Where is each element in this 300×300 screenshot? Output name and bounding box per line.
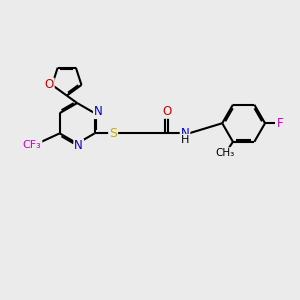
Text: F: F bbox=[277, 117, 283, 130]
Text: S: S bbox=[109, 127, 117, 140]
Text: O: O bbox=[44, 78, 54, 92]
Text: N: N bbox=[74, 139, 83, 152]
Text: N: N bbox=[94, 105, 103, 118]
Text: CH₃: CH₃ bbox=[216, 148, 235, 158]
Text: CF₃: CF₃ bbox=[23, 140, 41, 150]
Text: N: N bbox=[181, 127, 189, 140]
Text: H: H bbox=[181, 135, 189, 145]
Text: O: O bbox=[162, 105, 172, 118]
